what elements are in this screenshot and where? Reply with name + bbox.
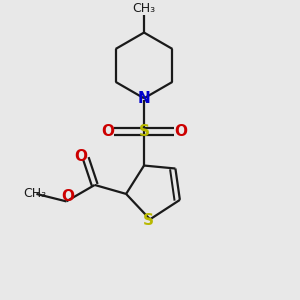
Text: CH₃: CH₃	[133, 2, 156, 15]
Text: S: S	[143, 213, 154, 228]
Text: CH₃: CH₃	[23, 188, 46, 200]
Text: O: O	[61, 189, 74, 204]
Text: O: O	[174, 124, 187, 139]
Text: O: O	[101, 124, 114, 139]
Text: O: O	[74, 149, 87, 164]
Text: S: S	[139, 124, 149, 139]
Text: N: N	[138, 91, 150, 106]
